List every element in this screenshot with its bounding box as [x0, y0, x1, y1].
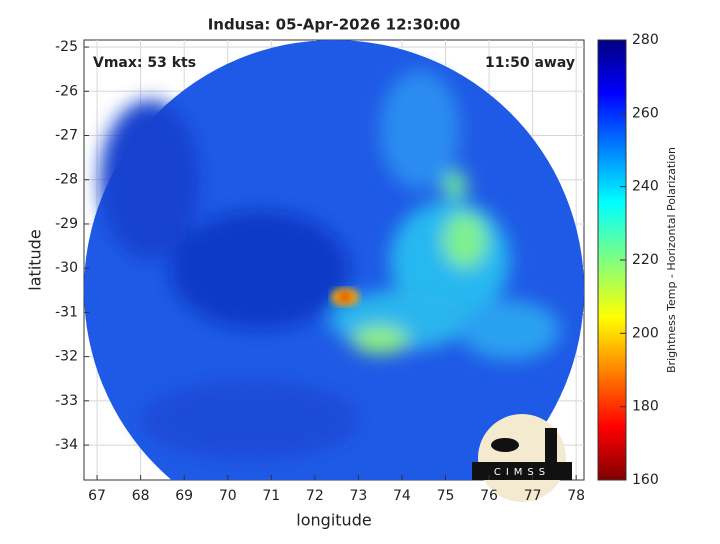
y-tick-label: -29	[55, 216, 78, 232]
x-tick-label: 77	[524, 488, 542, 504]
colorbar-tick-label: 280	[632, 32, 659, 48]
x-tick-label: 71	[262, 488, 280, 504]
y-tick-label: -28	[55, 172, 78, 188]
colorbar-tick-label: 160	[632, 472, 659, 488]
y-tick-label: -25	[55, 39, 78, 55]
colorbar-tick-label: 240	[632, 179, 659, 195]
chart-title: Indusa: 05-Apr-2026 12:30:00	[208, 16, 461, 34]
colorbar-tick-label: 260	[632, 105, 659, 121]
colorbar-tick-label: 180	[632, 399, 659, 415]
x-tick-label: 67	[88, 488, 106, 504]
colorbar-tick-label: 220	[632, 252, 659, 268]
x-tick-label: 75	[437, 488, 455, 504]
brightness-field	[84, 40, 584, 480]
annotation: Vmax: 53 kts	[93, 55, 196, 71]
y-tick-label: -26	[55, 83, 78, 99]
colorbar-label: Brightness Temp - Horizontal Polarizatio…	[665, 147, 678, 373]
y-tick-label: -30	[55, 260, 78, 276]
x-tick-label: 69	[175, 488, 193, 504]
x-tick-label: 72	[306, 488, 324, 504]
logo: CIMSS	[472, 414, 572, 502]
y-axis-label: latitude	[26, 229, 45, 290]
x-tick-label: 73	[349, 488, 367, 504]
x-tick-label: 76	[480, 488, 498, 504]
y-tick-label: -31	[55, 304, 78, 320]
y-tick-label: -32	[55, 349, 78, 365]
y-tick-label: -33	[55, 393, 78, 409]
x-tick-label: 74	[393, 488, 411, 504]
y-tick-label: -34	[55, 437, 78, 453]
logo-text: CIMSS	[494, 467, 550, 478]
colorbar-tick-label: 200	[632, 325, 659, 341]
y-tick-label: -27	[55, 128, 78, 144]
x-tick-label: 70	[219, 488, 237, 504]
x-tick-label: 78	[567, 488, 585, 504]
annotation: 11:50 away	[485, 55, 575, 71]
x-tick-label: 68	[132, 488, 150, 504]
x-axis-label: longitude	[296, 511, 371, 530]
